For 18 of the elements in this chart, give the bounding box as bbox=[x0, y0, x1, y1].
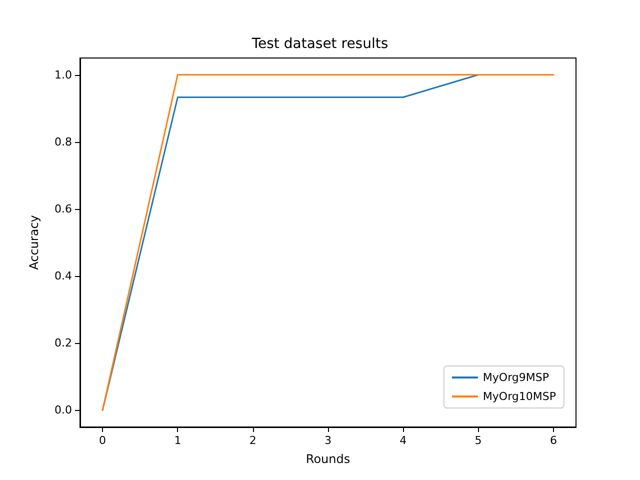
x-tick-label: 3 bbox=[324, 434, 332, 447]
x-tick-label: 6 bbox=[550, 434, 557, 447]
y-tick-label: 0.8 bbox=[54, 135, 72, 148]
y-tick-label: 0.0 bbox=[54, 404, 72, 417]
legend-label: MyOrg9MSP bbox=[482, 371, 550, 384]
x-tick-label: 5 bbox=[474, 434, 482, 447]
y-tick-label: 0.2 bbox=[54, 336, 72, 350]
legend-label: MyOrg10MSP bbox=[482, 390, 556, 403]
chart-title: Test dataset results bbox=[250, 36, 388, 52]
x-tick-label: 4 bbox=[400, 434, 407, 447]
y-tick-label: 0.4 bbox=[54, 270, 72, 283]
x-tick-label: 2 bbox=[249, 434, 256, 447]
x-tick-label: 0 bbox=[99, 434, 106, 447]
y-tick-label: 0.6 bbox=[54, 202, 72, 216]
y-axis-title: Accuracy bbox=[27, 215, 41, 270]
x-axis-title: Rounds bbox=[306, 452, 350, 466]
x-tick-label: 1 bbox=[174, 434, 182, 447]
y-tick-label: 1.0 bbox=[54, 68, 72, 82]
